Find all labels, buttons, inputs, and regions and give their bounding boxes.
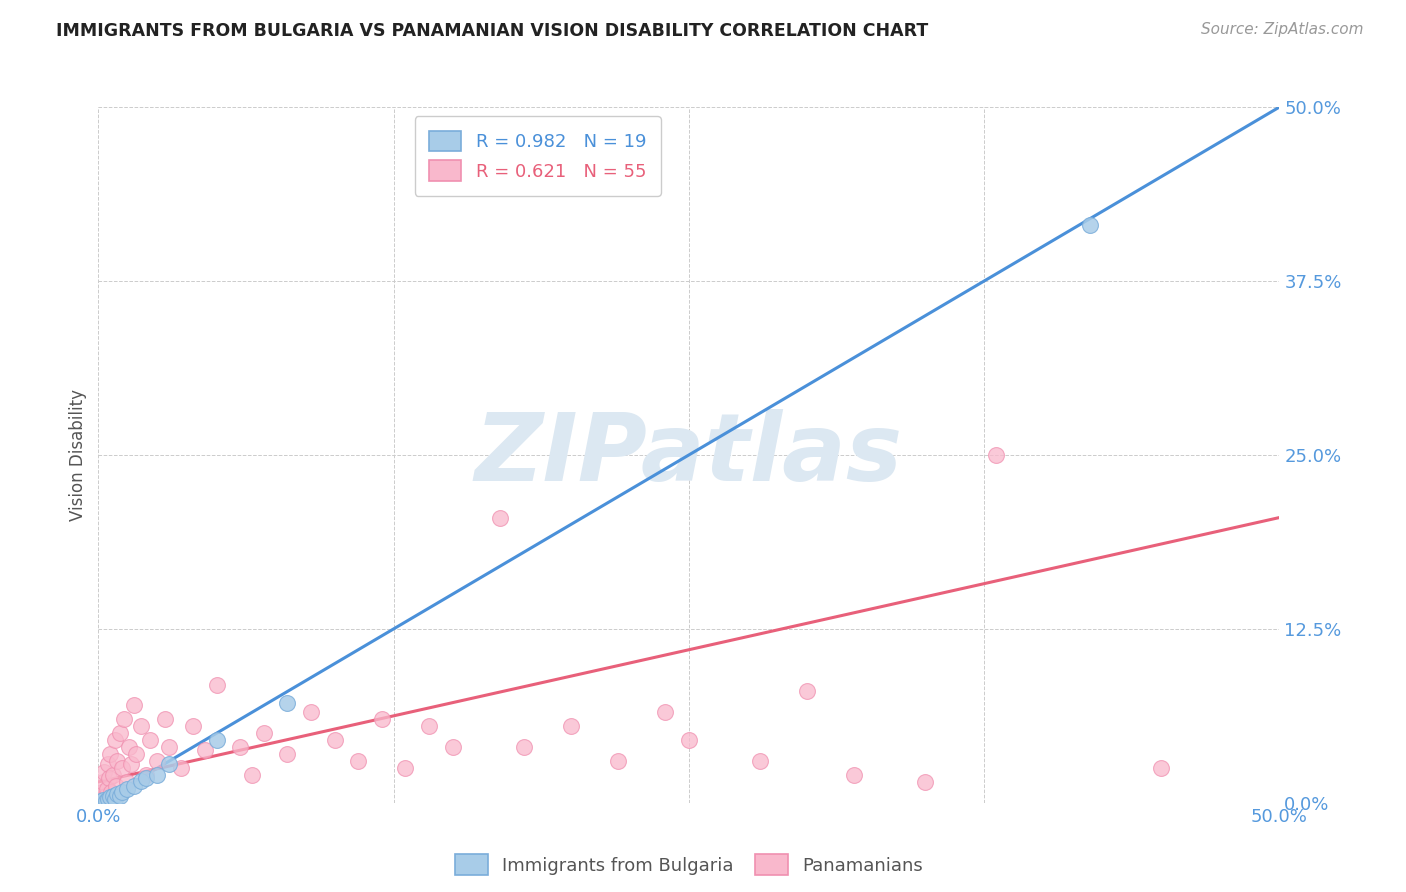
Point	[418, 719, 440, 733]
Point	[115, 781, 138, 796]
Point	[91, 775, 114, 789]
Point	[101, 789, 124, 803]
Point	[111, 785, 134, 799]
Point	[96, 781, 118, 796]
Point	[748, 754, 770, 768]
Point	[240, 768, 263, 782]
Point	[299, 706, 322, 720]
Point	[90, 791, 112, 805]
Point	[276, 696, 298, 710]
Y-axis label: Vision Disability: Vision Disability	[69, 389, 87, 521]
Point	[122, 779, 145, 793]
Point	[654, 706, 676, 720]
Point	[205, 733, 228, 747]
Point	[157, 756, 180, 771]
Point	[129, 719, 152, 733]
Point	[100, 785, 122, 799]
Point	[105, 788, 128, 802]
Point	[122, 698, 145, 713]
Point	[108, 789, 131, 803]
Point	[115, 775, 138, 789]
Point	[205, 677, 228, 691]
Point	[796, 684, 818, 698]
Point	[121, 756, 143, 771]
Point	[112, 712, 135, 726]
Point	[181, 719, 204, 733]
Text: IMMIGRANTS FROM BULGARIA VS PANAMANIAN VISION DISABILITY CORRELATION CHART: IMMIGRANTS FROM BULGARIA VS PANAMANIAN V…	[56, 22, 928, 40]
Point	[489, 510, 512, 524]
Point	[678, 733, 700, 747]
Point	[91, 785, 114, 799]
Point	[146, 768, 169, 782]
Point	[194, 743, 217, 757]
Point	[157, 740, 180, 755]
Point	[94, 794, 117, 808]
Point	[170, 761, 193, 775]
Point	[276, 747, 298, 761]
Point	[441, 740, 464, 755]
Point	[371, 712, 394, 726]
Point	[94, 789, 117, 803]
Point	[91, 793, 114, 807]
Point	[108, 726, 131, 740]
Point	[105, 779, 128, 793]
Point	[1080, 219, 1102, 233]
Point	[97, 791, 120, 805]
Point	[914, 775, 936, 789]
Point	[135, 768, 157, 782]
Point	[253, 726, 276, 740]
Point	[104, 791, 127, 805]
Point	[323, 733, 346, 747]
Point	[512, 740, 534, 755]
Point	[90, 794, 112, 808]
Point	[153, 712, 176, 726]
Text: ZIPatlas: ZIPatlas	[475, 409, 903, 501]
Point	[125, 747, 148, 761]
Point	[394, 761, 416, 775]
Point	[146, 754, 169, 768]
Point	[105, 754, 128, 768]
Point	[104, 733, 127, 747]
Point	[129, 773, 152, 788]
Point	[984, 448, 1007, 462]
Point	[139, 733, 162, 747]
Point	[111, 761, 134, 775]
Point	[560, 719, 582, 733]
Point	[844, 768, 866, 782]
Point	[135, 771, 157, 785]
Legend: Immigrants from Bulgaria, Panamanians: Immigrants from Bulgaria, Panamanians	[446, 846, 932, 884]
Point	[607, 754, 630, 768]
Point	[229, 740, 252, 755]
Point	[118, 740, 141, 755]
Point	[1150, 761, 1173, 775]
Point	[98, 790, 121, 805]
Text: Source: ZipAtlas.com: Source: ZipAtlas.com	[1201, 22, 1364, 37]
Point	[347, 754, 370, 768]
Point	[98, 771, 121, 785]
Point	[101, 768, 124, 782]
Point	[93, 765, 115, 780]
Point	[97, 756, 120, 771]
Point	[98, 747, 121, 761]
